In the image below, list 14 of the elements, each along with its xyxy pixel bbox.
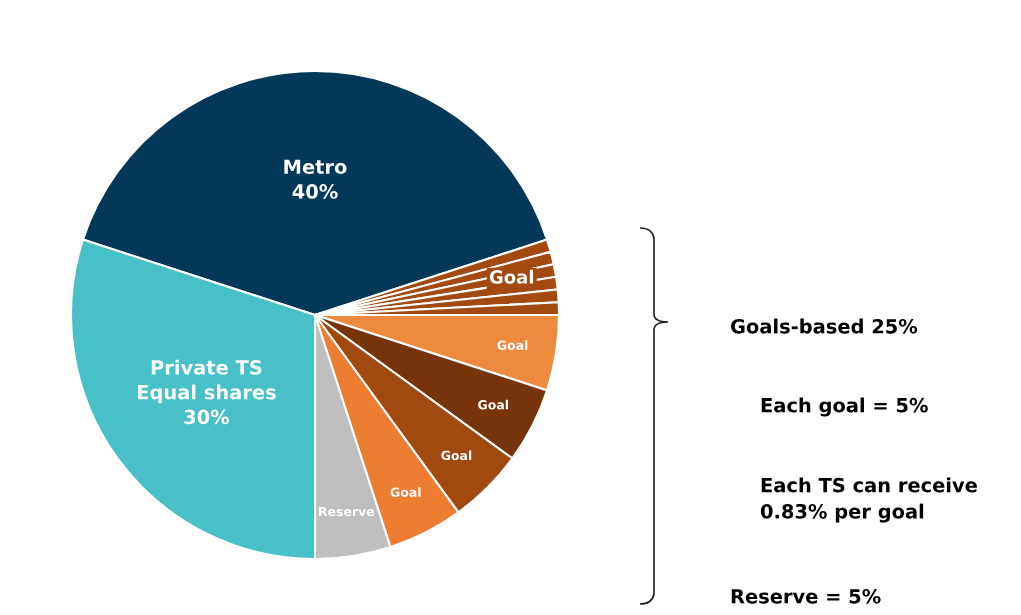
slice-label: Metro [284, 159, 347, 175]
text: Goals-based 25% [730, 318, 918, 334]
text: Reserve = 5% [731, 588, 881, 604]
data-label: 40% [292, 184, 338, 199]
slice-label: Reserve [319, 506, 375, 517]
slice-label: Goal [478, 399, 509, 410]
slice-label: Goal [441, 450, 472, 461]
slice-label: Goal [489, 269, 534, 284]
slice-label: Goal [497, 340, 528, 350]
text: Each TS can receive 0.83% per goal [760, 477, 977, 523]
slice-label: Private TS Equal shares [137, 359, 276, 404]
slice-label: Goal [390, 487, 421, 497]
data-label: 30% [184, 409, 230, 425]
text: Each goal = 5% [761, 397, 928, 417]
